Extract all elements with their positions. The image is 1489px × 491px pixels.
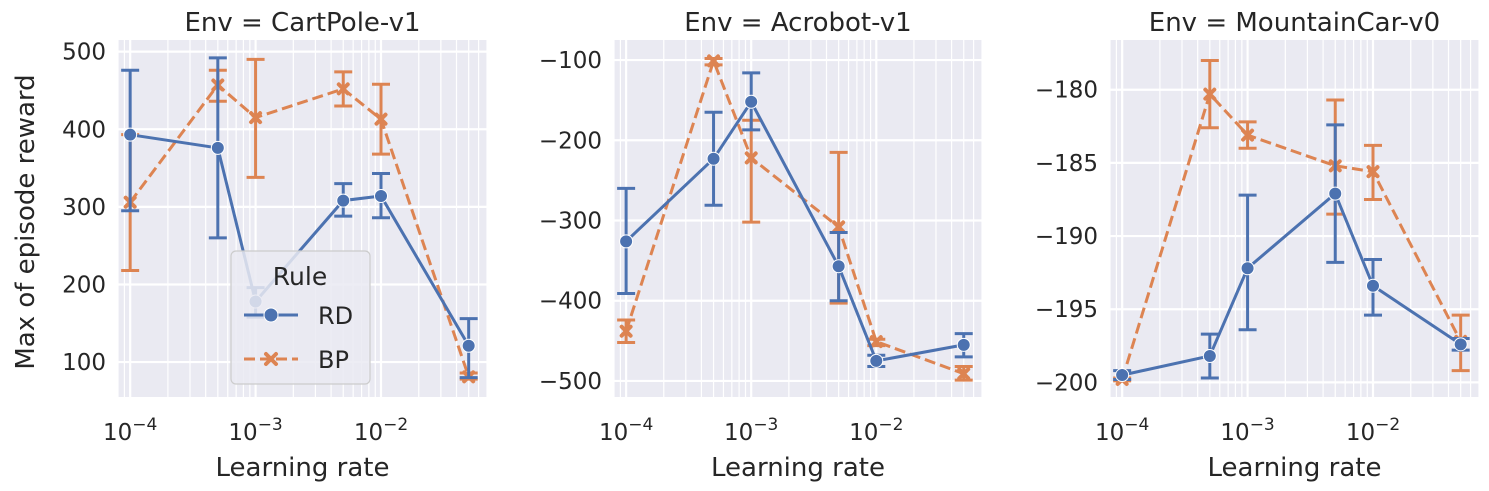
data-point xyxy=(336,193,351,208)
data-point xyxy=(1328,186,1343,201)
legend-box xyxy=(230,250,371,385)
legend-entry-rd: RD xyxy=(244,302,353,330)
y-tick-label: 500 xyxy=(62,40,106,66)
legend: Rule RD BP xyxy=(230,250,371,385)
data-point xyxy=(869,353,884,368)
x-axis-label: Learning rate xyxy=(1208,453,1382,483)
panels: 100 200 300 400 500 10−4 10−3 10−2 Env = CartPol… xyxy=(62,8,1479,483)
y-tick-label: 100 xyxy=(62,350,106,376)
data-point xyxy=(1366,278,1381,293)
x-axis-label: Learning rate xyxy=(711,453,885,483)
y-tick-label: 200 xyxy=(62,272,106,298)
data-point xyxy=(374,112,388,126)
y-axis-label: Max of episode reward xyxy=(11,74,41,369)
data-point xyxy=(744,151,758,165)
data-point xyxy=(744,94,759,109)
y-tick-label: −200 xyxy=(1035,370,1098,396)
x-axis-label: Learning rate xyxy=(216,453,390,483)
panel-title: Env = CartPole-v1 xyxy=(184,8,420,38)
y-tick-label: −185 xyxy=(1035,151,1098,177)
series-line xyxy=(1120,91,1463,380)
x-tick-label: 10−4 xyxy=(599,415,653,446)
data-point xyxy=(619,324,633,338)
legend-entry-bp: BP xyxy=(244,346,349,374)
x-tick-label: 10−3 xyxy=(1220,415,1274,446)
series-line xyxy=(1121,191,1462,377)
data-point xyxy=(956,337,971,352)
series-bp xyxy=(617,54,973,382)
y-tick-label: −100 xyxy=(539,48,602,74)
y-tick-label: −300 xyxy=(539,209,602,235)
data-point xyxy=(1240,261,1255,276)
y-tick-label: −500 xyxy=(539,369,602,395)
legend-label: BP xyxy=(318,346,349,374)
data-point xyxy=(1203,87,1217,101)
y-tick-label: 300 xyxy=(62,195,106,221)
panel-2: −500 −400 −300 −200 −100 10−4 10−3 10−2 Env = Ac… xyxy=(539,8,982,483)
panel-3: −200 −195 −190 −185 −180 10−4 10−3 10−2 Env = Mo… xyxy=(1035,8,1479,483)
data-point xyxy=(461,338,476,353)
x-tick-label: 10−3 xyxy=(724,415,778,446)
series-rd xyxy=(1113,123,1470,383)
panel-title: Env = MountainCar-v0 xyxy=(1149,8,1440,38)
x-tick-label: 10−3 xyxy=(228,415,282,446)
data-point xyxy=(619,234,634,249)
data-point xyxy=(706,151,721,166)
x-tick-label: 10−4 xyxy=(103,415,157,446)
data-point xyxy=(210,140,225,155)
legend-marker xyxy=(263,307,279,323)
data-point xyxy=(249,111,263,125)
y-tick-label: −180 xyxy=(1035,78,1098,104)
x-tick-label: 10−2 xyxy=(1346,415,1400,446)
series-rd xyxy=(617,71,973,369)
legend-label: RD xyxy=(318,302,353,330)
data-point xyxy=(1115,368,1130,383)
y-tick-label: 400 xyxy=(62,117,106,143)
x-tick-label: 10−2 xyxy=(354,415,408,446)
data-point xyxy=(1241,128,1255,142)
x-tick-label: 10−4 xyxy=(1095,415,1149,446)
data-point xyxy=(869,335,883,349)
panel-title: Env = Acrobot-v1 xyxy=(684,8,911,38)
panel-1: 100 200 300 400 500 10−4 10−3 10−2 Env = CartPol… xyxy=(62,8,487,483)
y-tick-label: −400 xyxy=(539,289,602,315)
data-point xyxy=(123,127,138,142)
data-point xyxy=(1202,349,1217,364)
data-point xyxy=(374,188,389,203)
plot-area xyxy=(1110,40,1479,397)
data-point xyxy=(1366,165,1380,179)
data-point xyxy=(1453,337,1468,352)
data-point xyxy=(336,82,350,96)
legend-title: Rule xyxy=(273,262,327,291)
y-tick-label: −195 xyxy=(1035,297,1098,323)
legend-marker xyxy=(264,352,278,366)
y-tick-label: −200 xyxy=(539,128,602,154)
series-line xyxy=(128,82,471,378)
x-tick-label: 10−2 xyxy=(849,415,903,446)
data-point xyxy=(707,54,721,68)
y-tick-label: −190 xyxy=(1035,224,1098,250)
plot-area xyxy=(614,40,982,397)
data-point xyxy=(957,367,971,381)
data-point xyxy=(831,259,846,274)
series-line xyxy=(625,98,964,363)
data-point xyxy=(832,220,846,234)
